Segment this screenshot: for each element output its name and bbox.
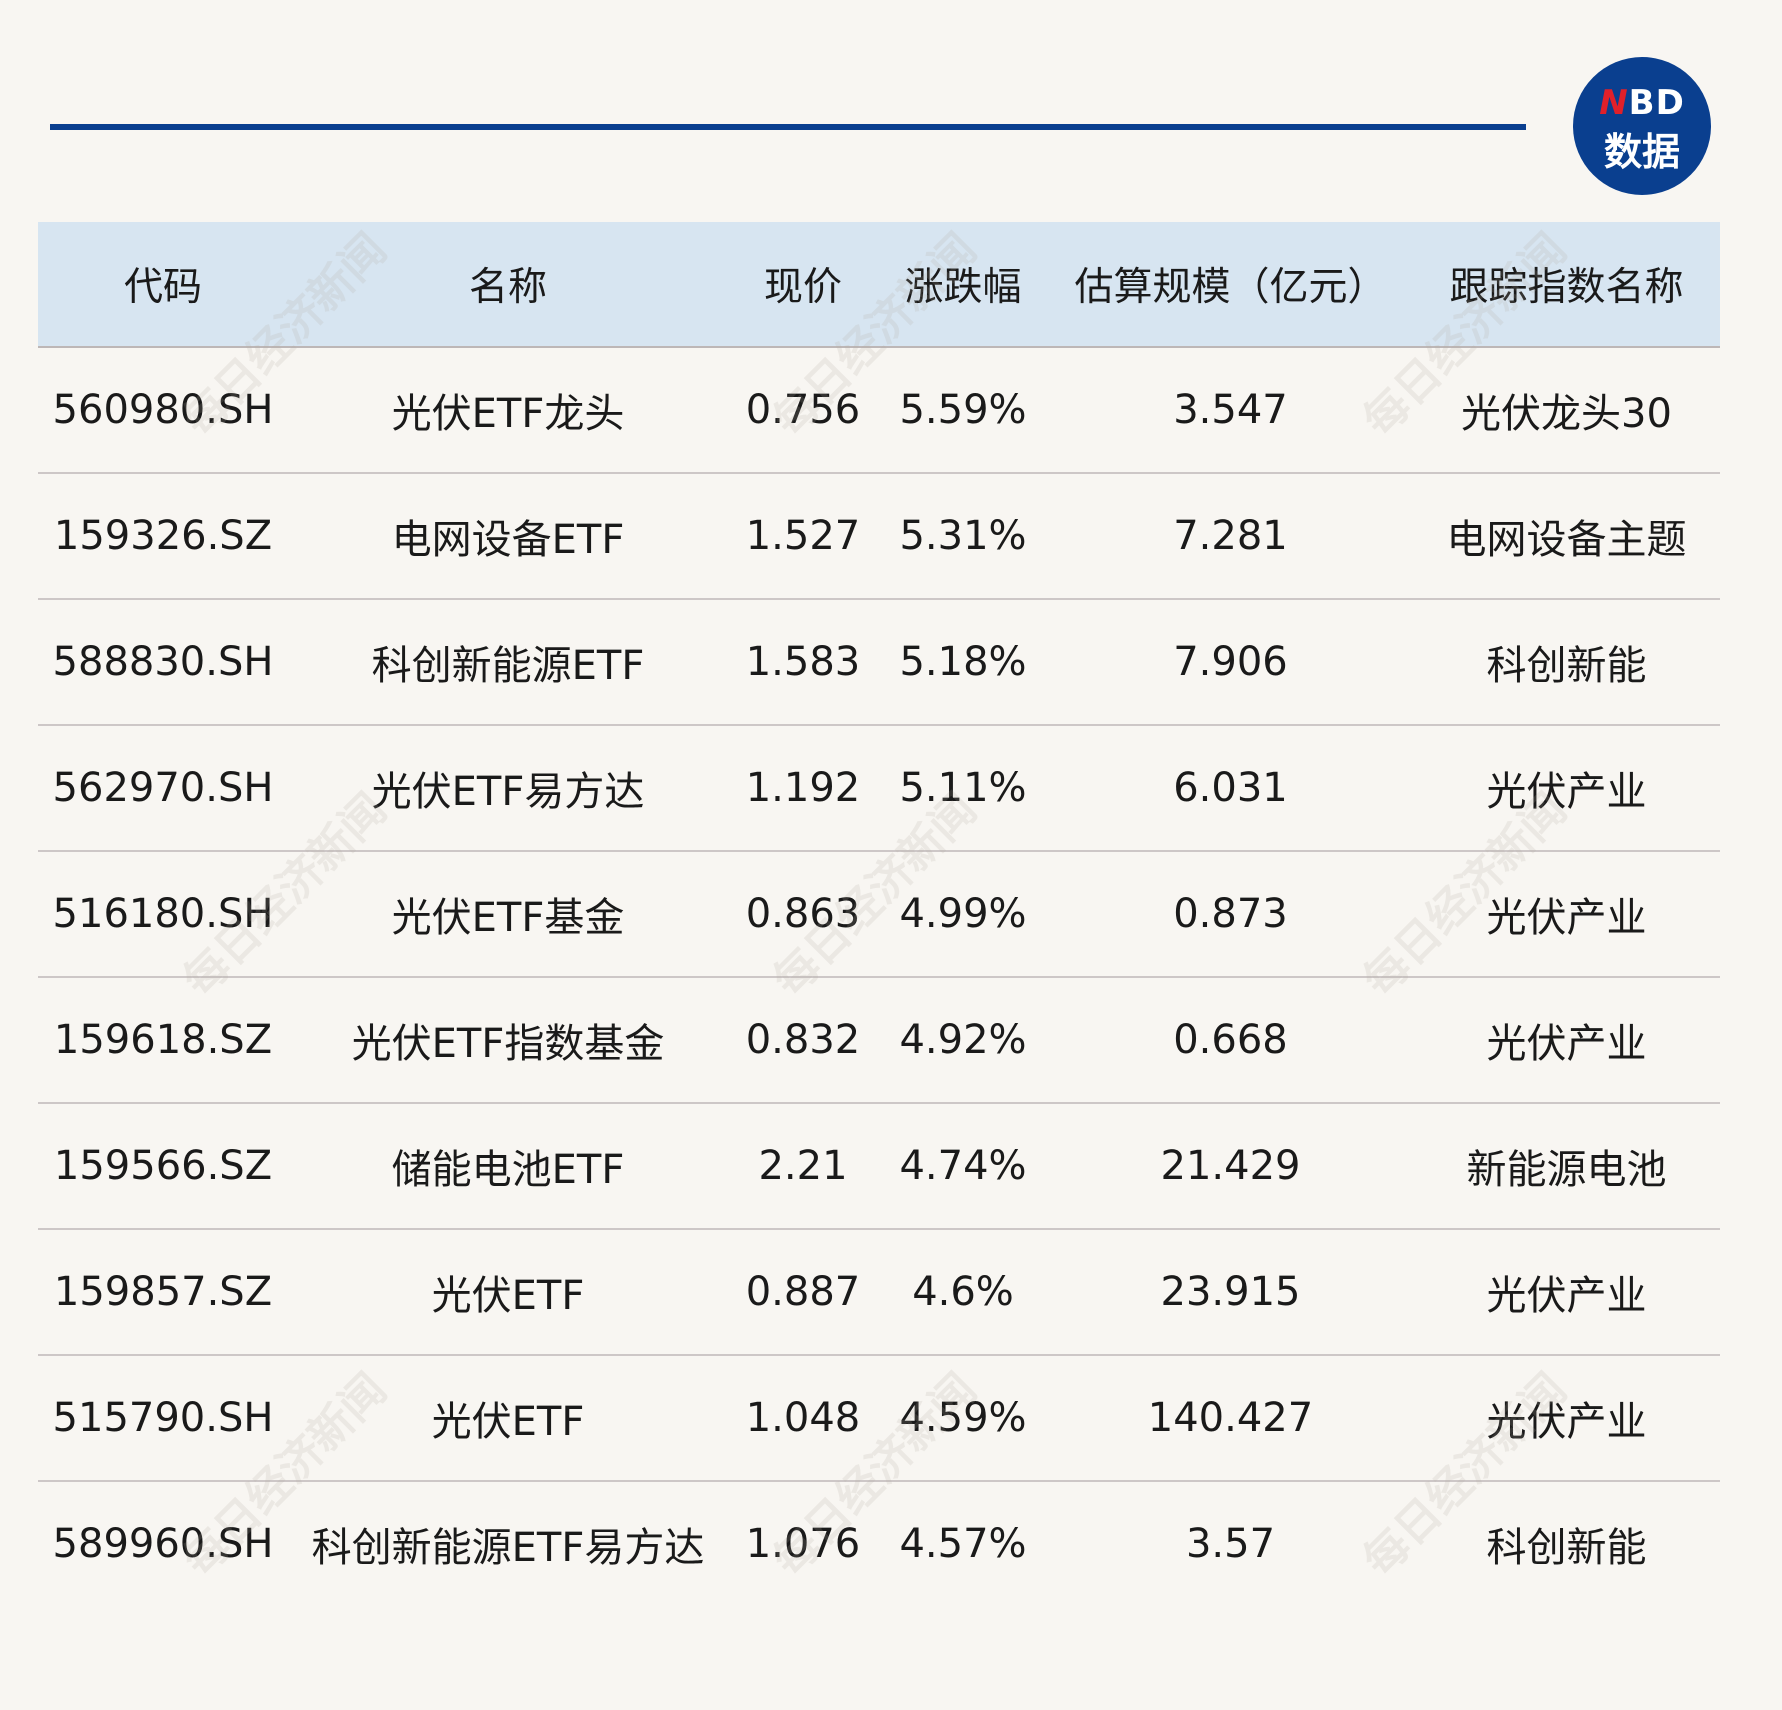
cell-scale: 7.906 bbox=[1173, 639, 1288, 685]
table-header: 代码 名称 现价 涨跌幅 估算规模（亿元） 跟踪指数名称 bbox=[38, 222, 1720, 348]
table-row: 159326.SZ 电网设备ETF 1.527 5.31% 7.281 电网设备主题 bbox=[38, 474, 1720, 600]
header-name: 名称 bbox=[468, 265, 547, 310]
cell-price: 1.076 bbox=[745, 1521, 861, 1567]
cell-code: 560980.SH bbox=[52, 387, 274, 433]
cell-code: 589960.SH bbox=[52, 1521, 274, 1567]
table-row: 589960.SH 科创新能源ETF易方达 1.076 4.57% 3.57 科创新能 bbox=[38, 1482, 1720, 1606]
cell-name: 科创新能源ETF易方达 bbox=[311, 1525, 705, 1571]
header-index: 跟踪指数名称 bbox=[1449, 265, 1684, 310]
etf-table: 代码 名称 现价 涨跌幅 估算规模（亿元） 跟踪指数名称 560980.SH 光伏… bbox=[38, 222, 1720, 1606]
cell-index: 光伏龙头30 bbox=[1461, 391, 1672, 437]
cell-index: 光伏产业 bbox=[1486, 1273, 1647, 1319]
cell-scale: 140.427 bbox=[1147, 1395, 1314, 1441]
table-row: 588830.SH 科创新能源ETF 1.583 5.18% 7.906 科创新能 bbox=[38, 600, 1720, 726]
cell-scale: 3.547 bbox=[1173, 387, 1288, 433]
cell-change: 4.57% bbox=[899, 1521, 1027, 1567]
cell-name: 科创新能源ETF bbox=[371, 643, 645, 689]
cell-index: 光伏产业 bbox=[1486, 895, 1647, 941]
cell-code: 515790.SH bbox=[52, 1395, 274, 1441]
cell-code: 159566.SZ bbox=[53, 1143, 273, 1189]
cell-name: 光伏ETF指数基金 bbox=[351, 1021, 665, 1067]
table-row: 159618.SZ 光伏ETF指数基金 0.832 4.92% 0.668 光伏产业 bbox=[38, 978, 1720, 1104]
cell-index: 科创新能 bbox=[1486, 1525, 1647, 1571]
cell-price: 0.756 bbox=[745, 387, 861, 433]
header-code: 代码 bbox=[123, 265, 202, 310]
cell-code: 159618.SZ bbox=[53, 1017, 273, 1063]
cell-change: 5.31% bbox=[899, 513, 1027, 559]
cell-price: 1.527 bbox=[745, 513, 861, 559]
cell-index: 光伏产业 bbox=[1486, 1021, 1647, 1067]
cell-name: 光伏ETF易方达 bbox=[371, 769, 645, 815]
cell-change: 4.99% bbox=[899, 891, 1027, 937]
cell-code: 159857.SZ bbox=[53, 1269, 273, 1315]
cell-index: 光伏产业 bbox=[1486, 1399, 1647, 1445]
table-row: 159566.SZ 储能电池ETF 2.21 4.74% 21.429 新能源电池 bbox=[38, 1104, 1720, 1230]
cell-change: 4.74% bbox=[899, 1143, 1027, 1189]
cell-change: 4.6% bbox=[912, 1269, 1014, 1315]
title-rule bbox=[50, 124, 1526, 130]
cell-name: 光伏ETF bbox=[431, 1399, 585, 1445]
cell-scale: 3.57 bbox=[1185, 1521, 1276, 1567]
cell-scale: 0.873 bbox=[1173, 891, 1288, 937]
cell-price: 1.048 bbox=[745, 1395, 861, 1441]
cell-scale: 7.281 bbox=[1173, 513, 1288, 559]
cell-scale: 6.031 bbox=[1173, 765, 1288, 811]
cell-code: 516180.SH bbox=[52, 891, 274, 937]
nbd-data-logo: NBD 数据 bbox=[1573, 57, 1711, 195]
cell-name: 光伏ETF基金 bbox=[391, 895, 625, 941]
cell-index: 科创新能 bbox=[1486, 643, 1647, 689]
table-row: 159857.SZ 光伏ETF 0.887 4.6% 23.915 光伏产业 bbox=[38, 1230, 1720, 1356]
cell-name: 储能电池ETF bbox=[391, 1147, 625, 1193]
cell-price: 1.583 bbox=[745, 639, 861, 685]
logo-n: N bbox=[1599, 83, 1629, 123]
cell-price: 2.21 bbox=[758, 1143, 848, 1189]
cell-code: 159326.SZ bbox=[53, 513, 273, 559]
cell-scale: 23.915 bbox=[1160, 1269, 1301, 1315]
table-row: 516180.SH 光伏ETF基金 0.863 4.99% 0.873 光伏产业 bbox=[38, 852, 1720, 978]
table-row: 515790.SH 光伏ETF 1.048 4.59% 140.427 光伏产业 bbox=[38, 1356, 1720, 1482]
table-row: 562970.SH 光伏ETF易方达 1.192 5.11% 6.031 光伏产业 bbox=[38, 726, 1720, 852]
cell-change: 4.92% bbox=[899, 1017, 1027, 1063]
cell-scale: 21.429 bbox=[1160, 1143, 1301, 1189]
cell-change: 5.18% bbox=[899, 639, 1027, 685]
cell-index: 光伏产业 bbox=[1486, 769, 1647, 815]
cell-code: 562970.SH bbox=[52, 765, 274, 811]
cell-change: 5.59% bbox=[899, 387, 1027, 433]
logo-bd: BD bbox=[1628, 83, 1685, 123]
cell-code: 588830.SH bbox=[52, 639, 274, 685]
cell-price: 0.832 bbox=[745, 1017, 861, 1063]
cell-price: 1.192 bbox=[745, 765, 861, 811]
cell-name: 光伏ETF bbox=[431, 1273, 585, 1319]
cell-scale: 0.668 bbox=[1173, 1017, 1288, 1063]
cell-change: 4.59% bbox=[899, 1395, 1027, 1441]
logo-subtitle: 数据 bbox=[1603, 130, 1680, 174]
cell-index: 电网设备主题 bbox=[1446, 517, 1687, 563]
cell-price: 0.863 bbox=[745, 891, 861, 937]
cell-price: 0.887 bbox=[745, 1269, 861, 1315]
table-row: 560980.SH 光伏ETF龙头 0.756 5.59% 3.547 光伏龙头30 bbox=[38, 348, 1720, 474]
cell-name: 光伏ETF龙头 bbox=[391, 391, 625, 437]
header-change: 涨跌幅 bbox=[904, 265, 1022, 310]
cell-index: 新能源电池 bbox=[1466, 1147, 1667, 1193]
cell-name: 电网设备ETF bbox=[391, 517, 625, 563]
header-scale: 估算规模（亿元） bbox=[1074, 265, 1387, 310]
header-price: 现价 bbox=[763, 265, 842, 310]
cell-change: 5.11% bbox=[899, 765, 1027, 811]
